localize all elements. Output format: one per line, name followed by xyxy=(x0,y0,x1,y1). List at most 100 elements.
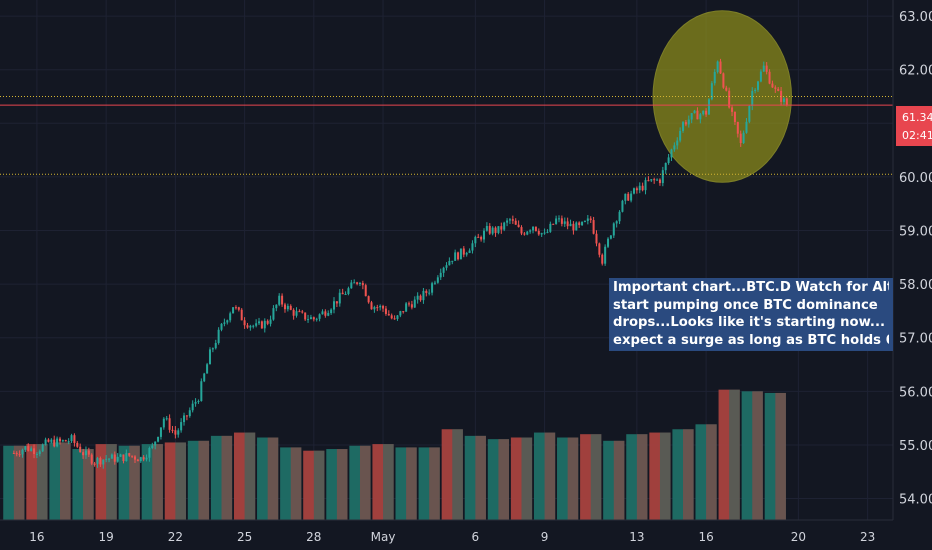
candle-body xyxy=(407,303,411,305)
annotation-note[interactable]: Important chart...BTC.D Watch for Alts s… xyxy=(609,278,893,351)
candle-body xyxy=(485,225,488,231)
volume-bar-stripe xyxy=(383,444,394,520)
candle-body xyxy=(168,418,171,430)
volume-bar-stripe xyxy=(752,391,763,520)
candle-body xyxy=(543,232,546,234)
candle-body xyxy=(128,453,131,456)
candle-body xyxy=(722,73,725,88)
candle-body xyxy=(269,319,272,324)
candle-body xyxy=(252,325,255,327)
candle-body xyxy=(347,288,350,295)
x-tick-label: May xyxy=(371,530,396,544)
candle-body xyxy=(194,401,197,404)
x-tick-label: 13 xyxy=(629,530,644,544)
candle-body xyxy=(341,292,344,295)
candle-body xyxy=(390,315,393,319)
candle-body xyxy=(661,170,664,184)
candle-body xyxy=(526,231,529,235)
candle-body xyxy=(21,449,24,455)
candle-body xyxy=(200,381,203,402)
horizontal-lines[interactable] xyxy=(0,95,893,175)
candle-body xyxy=(90,454,93,464)
candle-body xyxy=(217,329,220,343)
candle-body xyxy=(491,227,494,234)
candle-body xyxy=(658,179,661,184)
candle-body xyxy=(79,446,82,453)
candle-body xyxy=(589,218,592,221)
time-axis[interactable]: 16 19 22 25 28 May 6 9 13 16 20 23 xyxy=(29,530,875,544)
candle-body xyxy=(399,311,402,316)
candle-body xyxy=(503,222,506,230)
candle-body xyxy=(713,71,716,84)
candle-body xyxy=(50,439,53,442)
candle-body xyxy=(370,302,373,310)
volume-bar-stripe xyxy=(706,424,717,520)
candle-body xyxy=(358,283,361,285)
candle-body xyxy=(494,227,497,233)
candle-body xyxy=(278,295,281,305)
candle-body xyxy=(482,230,486,240)
volume-bar-stripe xyxy=(406,447,417,520)
candle-body xyxy=(638,185,641,191)
candle-body xyxy=(283,304,286,310)
candle-body xyxy=(609,235,612,239)
candle-body xyxy=(58,438,62,442)
candle-body xyxy=(295,311,298,316)
candle-body xyxy=(736,121,739,134)
volume-bar-stripe xyxy=(775,392,786,520)
candle-body xyxy=(751,91,754,106)
candle-body xyxy=(607,238,610,247)
candle-body xyxy=(226,320,229,323)
candle-body xyxy=(586,218,589,221)
candle-body xyxy=(725,87,728,91)
volume-bar-stripe xyxy=(290,447,302,520)
candle-body xyxy=(321,311,324,315)
y-tick-label: 57.00 xyxy=(899,332,932,347)
candle-body xyxy=(131,455,134,457)
candle-body xyxy=(716,61,719,72)
candle-body xyxy=(480,236,483,240)
candle-body xyxy=(275,304,278,309)
candle-body xyxy=(506,220,509,223)
candle-body xyxy=(682,122,685,131)
highlight-circle xyxy=(652,10,792,183)
volume-bar-stripe xyxy=(498,439,510,520)
candle-body xyxy=(335,301,338,304)
candle-body xyxy=(508,219,511,221)
candle-body xyxy=(419,295,422,301)
candle-body xyxy=(684,122,687,125)
candle-body xyxy=(338,292,341,304)
candle-body xyxy=(696,110,699,120)
last-price-label: 61.34 02:41 xyxy=(896,106,932,146)
candle-body xyxy=(301,311,304,313)
candle-body xyxy=(422,290,425,301)
candle-body xyxy=(240,309,243,321)
candle-body xyxy=(133,456,136,460)
candle-body xyxy=(693,110,696,114)
candle-body xyxy=(151,445,154,449)
candle-body xyxy=(757,81,760,90)
candle-body xyxy=(468,250,471,253)
volume-bar-stripe xyxy=(13,445,25,520)
annotation-line: expect a surge as long as BTC holds 6K xyxy=(613,332,889,348)
candle-body xyxy=(171,429,174,431)
candle-body xyxy=(624,193,627,201)
y-tick-label: 62.00 xyxy=(899,64,932,79)
candle-body xyxy=(705,110,708,115)
candle-body xyxy=(361,283,364,286)
candle-body xyxy=(687,119,690,125)
price-axis[interactable]: 54.0055.0056.0057.0058.0059.0060.0061.00… xyxy=(899,10,932,507)
candle-body xyxy=(431,283,434,293)
candle-body xyxy=(249,325,252,328)
candle-body xyxy=(448,260,451,266)
candle-body xyxy=(70,435,73,442)
candle-body xyxy=(647,180,650,182)
candle-body xyxy=(64,440,67,442)
x-tick-label: 20 xyxy=(791,530,806,544)
candle-body xyxy=(367,296,370,303)
volume-bar-stripe xyxy=(475,435,486,520)
volume-bar-stripe xyxy=(729,389,740,520)
candle-body xyxy=(442,267,445,273)
candle-body xyxy=(24,446,27,450)
